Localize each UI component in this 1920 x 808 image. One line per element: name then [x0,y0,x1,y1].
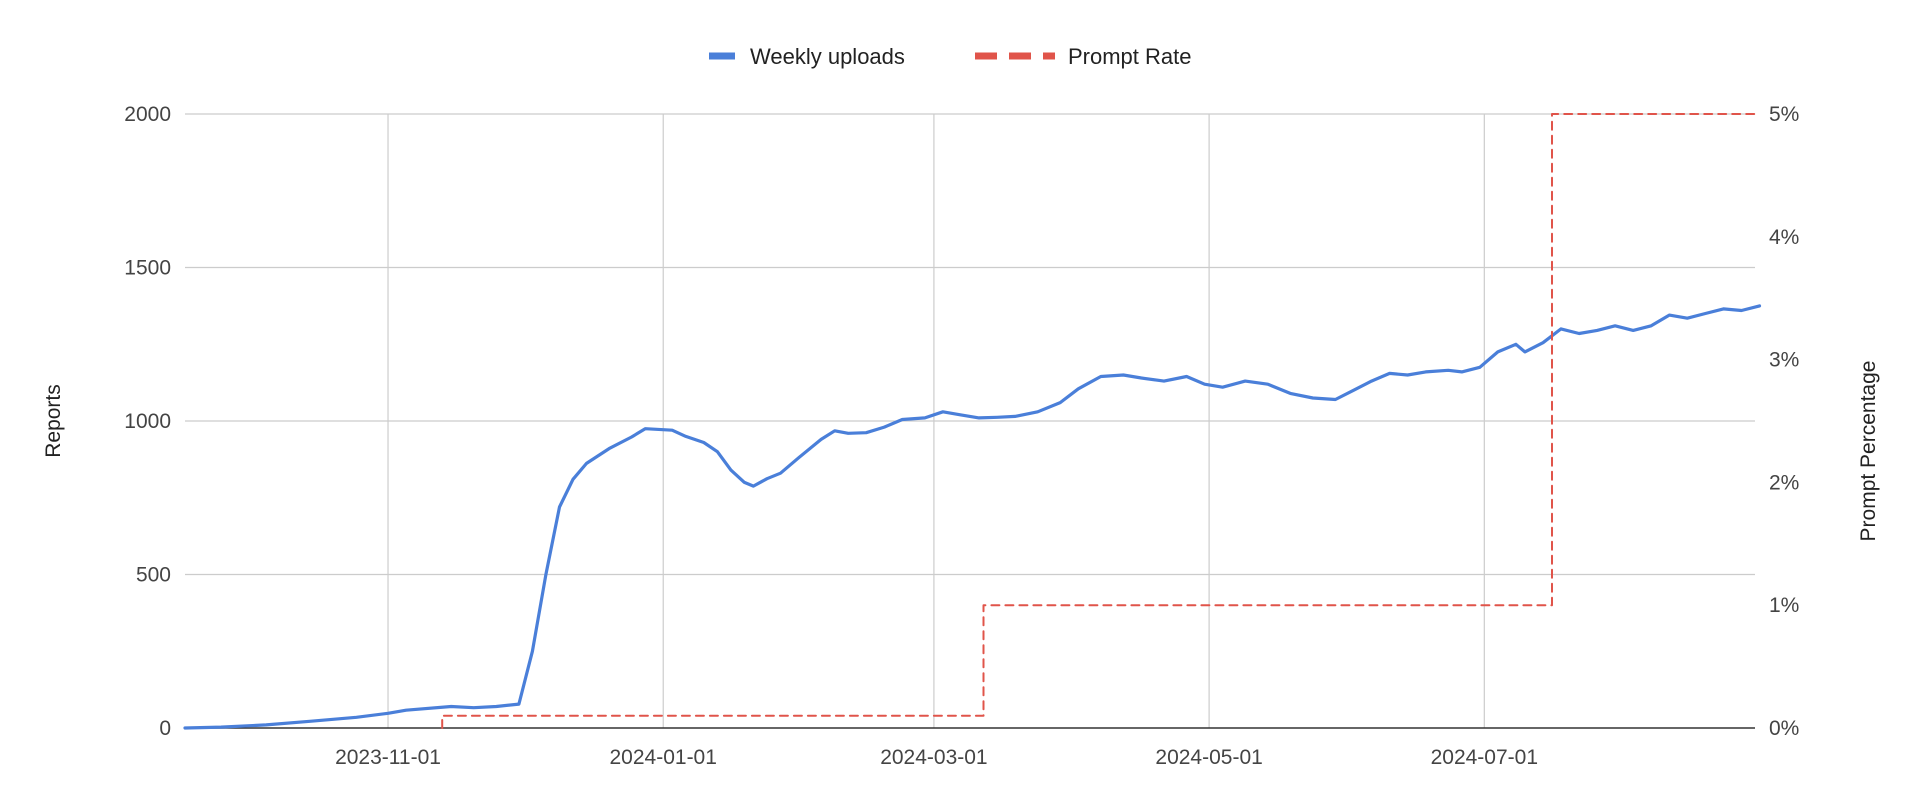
right-y-tick-label: 5% [1769,103,1799,126]
x-tick-label: 2024-01-01 [610,746,717,769]
series-line-prompt-rate [441,113,1756,729]
x-axis-ticks: 2023-11-01 2024-01-01 2024-03-01 2024-05-01… [335,746,1538,769]
left-y-axis-ticks: 0 500 1000 1500 2000 [124,103,171,740]
left-y-tick-label: 1500 [124,257,171,280]
left-y-tick-label: 500 [136,564,171,587]
horizontal-gridlines [185,113,1755,576]
right-y-tick-label: 1% [1769,594,1799,617]
x-tick-label: 2024-07-01 [1431,746,1538,769]
right-y-tick-label: 2% [1769,471,1799,494]
right-y-axis-title: Prompt Percentage [1857,361,1880,542]
right-y-tick-label: 4% [1769,226,1799,249]
right-y-axis-ticks: 0% 1% 2% 3% 4% 5% [1769,103,1799,740]
vertical-gridlines [387,114,1485,728]
left-y-tick-label: 0 [159,717,171,740]
x-tick-label: 2023-11-01 [335,746,441,769]
right-y-tick-label: 3% [1769,349,1799,372]
legend-label-weekly-uploads: Weekly uploads [750,44,905,69]
right-y-tick-label: 0% [1769,717,1799,740]
x-tick-label: 2024-05-01 [1155,746,1262,769]
left-y-axis-title: Reports [42,384,65,458]
legend-label-prompt-rate: Prompt Rate [1068,44,1192,69]
legend: Weekly uploads Prompt Rate [709,44,1192,69]
left-y-tick-label: 2000 [124,103,171,126]
x-tick-label: 2024-03-01 [880,746,987,769]
series-layer [183,113,1762,730]
series-line-weekly-uploads [183,304,1762,730]
left-y-tick-label: 1000 [124,410,171,433]
